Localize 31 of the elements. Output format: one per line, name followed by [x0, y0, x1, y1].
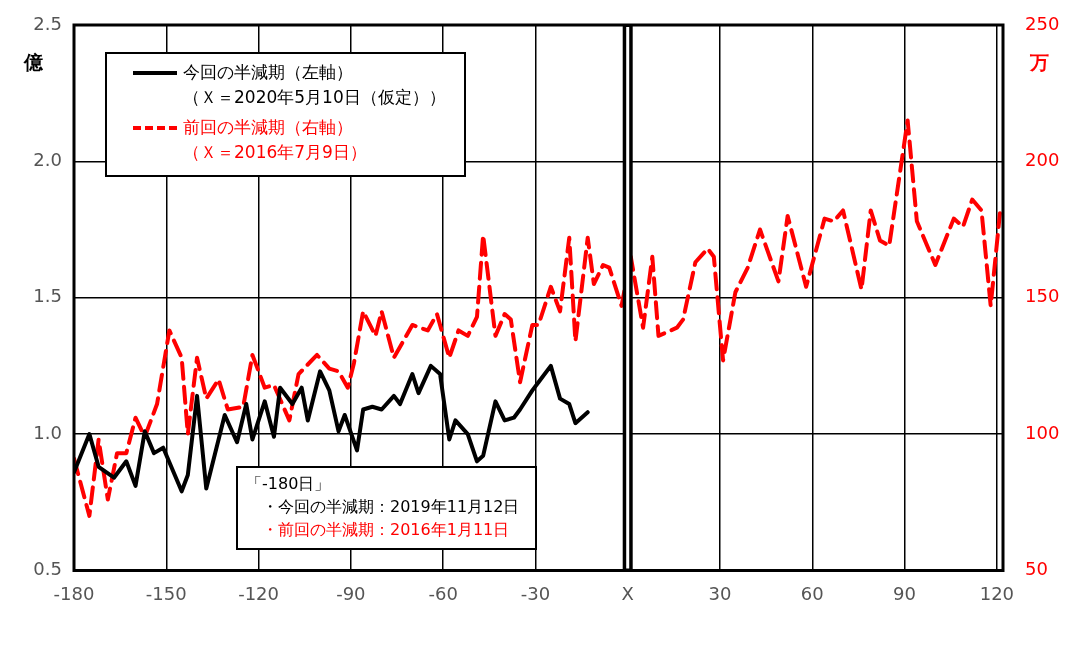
x-tick-label: 90	[893, 582, 917, 604]
x-tick-label: -150	[145, 582, 187, 604]
y-tick-label: 2.0	[33, 149, 62, 171]
y-tick-label: 1.5	[33, 285, 62, 307]
annotation: ・前回の半減期：2016年1月11日	[261, 519, 511, 542]
line-series	[74, 118, 1002, 518]
x-tick-label: X	[621, 582, 634, 604]
x-tick-label: -30	[520, 582, 551, 604]
y-tick-label: 1.0	[33, 421, 62, 443]
x-tick-label: -90	[336, 582, 366, 604]
legend-label: 今回の半減期（左軸）	[183, 61, 354, 84]
y2-tick-label: 50	[1025, 558, 1048, 580]
legend-label: 前回の半減期（右軸）	[183, 116, 354, 140]
x-tick-label: 60	[800, 582, 824, 604]
y-tick-label: 0.5	[33, 558, 62, 580]
y2-tick-label: 200	[1025, 149, 1060, 171]
annotation: ・今回の半減期：2019年11月12日	[261, 496, 520, 519]
x-tick-label: 120	[979, 582, 1015, 604]
x-tick-label: -180	[53, 582, 95, 604]
annotation: （Ｘ＝2016年7月9日）	[183, 140, 367, 164]
annotation: （Ｘ＝2020年5月10日（仮定））	[183, 85, 446, 109]
y2-tick-label: 250	[1025, 12, 1060, 34]
x-tick-label: -60	[428, 582, 458, 604]
annotation: 「-180日」	[246, 473, 332, 495]
x-tick-label: -120	[238, 582, 279, 604]
y2-tick-label: 100	[1025, 421, 1060, 443]
y2-axis-title: 万	[1030, 50, 1049, 75]
y-axis-title: 億	[24, 50, 43, 75]
y2-tick-label: 150	[1025, 285, 1060, 307]
y-tick-label: 2.5	[33, 12, 62, 34]
x-tick-label: 30	[708, 582, 732, 604]
